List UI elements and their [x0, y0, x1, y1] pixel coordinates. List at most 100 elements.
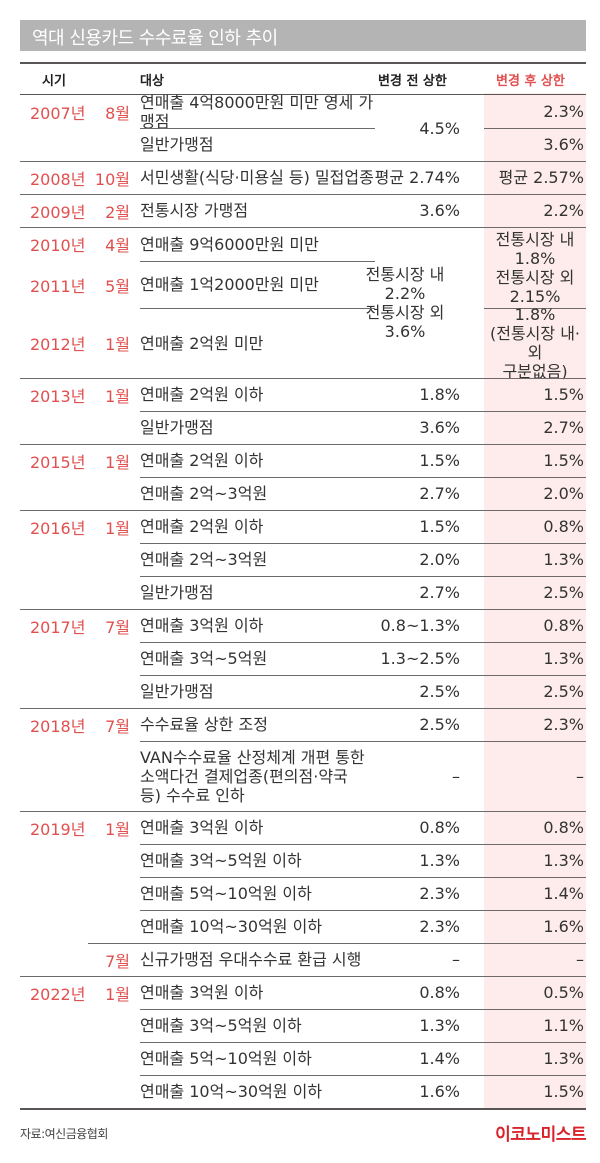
- row-target-text: 연매출 1억2000만원 미만: [140, 275, 319, 294]
- row-before: 1.6%: [360, 1075, 460, 1108]
- row-after-text: 0.8%: [543, 517, 584, 536]
- row-divider: [20, 510, 586, 511]
- row-target-text: 일반가맹점: [140, 418, 214, 437]
- row-year-text: 2013년: [30, 386, 86, 406]
- row-target-text: 연매출 5억~10억원 이하: [140, 884, 312, 903]
- row-before: 2.5%: [360, 675, 460, 708]
- row-target: 연매출 4억8000만원 미만 영세 가맹점: [140, 93, 380, 131]
- row-month-text: 7월: [105, 617, 130, 637]
- row-before-text: 1.8%: [419, 385, 460, 404]
- row-divider: [20, 811, 586, 812]
- row-year: 2007년: [30, 95, 85, 128]
- row-before-text: 3.6%: [419, 201, 460, 220]
- row-before-text: 1.5%: [419, 451, 460, 470]
- row-divider: [140, 576, 586, 577]
- row-divider: [140, 261, 375, 262]
- row-target-text: 연매출 2억원 이하: [140, 385, 264, 404]
- row-target: 연매출 10억~30억원 이하: [140, 910, 380, 943]
- row-divider: [20, 708, 586, 709]
- row-month: 4월: [90, 227, 130, 261]
- row-year-text: 2008년: [30, 169, 86, 189]
- table-body: 2007년 8월 연매출 4억8000만원 미만 영세 가맹점 4.5% 2.3% 일반가…: [20, 93, 586, 1110]
- row-before-text: 0.8%: [419, 983, 460, 1002]
- row-target: VAN수수료율 산정체계 개편 통한 소액다건 결제업종(편의점·약국 등) 수…: [140, 741, 365, 811]
- row-before-text: 1.3%: [419, 851, 460, 870]
- row-after-text: 2.7%: [543, 418, 584, 437]
- row-target: 연매출 2억원 이하: [140, 510, 380, 543]
- row-after: 평균 2.57%: [486, 161, 584, 194]
- row-month-text: 1월: [105, 518, 130, 538]
- row-target-text: 연매출 3억원 이하: [140, 983, 264, 1002]
- page-title: 역대 신용카드 수수료율 인하 추이: [32, 28, 278, 49]
- row-target: 일반가맹점: [140, 411, 380, 444]
- row-after: 1.3%: [486, 642, 584, 675]
- row-target: 연매출 1억2000만원 미만: [140, 261, 380, 308]
- row-before-text: –: [452, 950, 460, 969]
- row-divider: [140, 844, 586, 845]
- row-before: 2.3%: [360, 877, 460, 910]
- row-before: 0.8~1.3%: [360, 609, 461, 642]
- row-year-text: 2015년: [30, 452, 86, 472]
- row-target-text: 연매출 2억원 이하: [140, 517, 264, 536]
- row-after-text: 2.5%: [543, 583, 584, 602]
- row-before-text: 0.8~1.3%: [380, 616, 461, 635]
- row-target-text: 연매출 10억~30억원 이하: [140, 917, 323, 936]
- row-target: 서민생활(식당·미용실 등) 밀접업종: [140, 161, 380, 194]
- row-year-text: 2017년: [30, 617, 86, 637]
- row-before-text: 전통시장 내 2.2% 전통시장 외 3.6%: [365, 264, 445, 341]
- source-note: 자료:여신금융협회: [20, 1127, 108, 1141]
- row-target: 연매출 9억6000만원 미만: [140, 227, 380, 261]
- row-divider: [20, 976, 586, 977]
- row-after-text: 1.4%: [543, 884, 584, 903]
- row-year: 2010년: [30, 227, 85, 261]
- row-after: 0.8%: [486, 811, 584, 844]
- row-after-text: 3.6%: [543, 135, 584, 154]
- row-month-text: 10월: [94, 169, 130, 189]
- row-after-text: 0.8%: [543, 818, 584, 837]
- row-month-text: 1월: [105, 335, 130, 354]
- row-before-text: 2.0%: [419, 550, 460, 569]
- row-target: 일반가맹점: [140, 128, 380, 161]
- row-before: 평균 2.74%: [360, 161, 460, 194]
- row-divider: [20, 161, 586, 162]
- row-year: 2011년: [30, 261, 85, 308]
- row-target-text: 일반가맹점: [140, 682, 214, 701]
- row-after: 2.2%: [486, 194, 584, 227]
- row-after: 3.6%: [486, 128, 584, 161]
- row-after: 1.3%: [486, 543, 584, 576]
- row-after: 전통시장 내 1.8% 전통시장 외 2.15%: [486, 227, 584, 308]
- row-after: 2.5%: [486, 576, 584, 609]
- header-before: 변경 전 상한: [378, 74, 447, 89]
- row-after: 2.5%: [486, 675, 584, 708]
- header-target: 대상: [140, 74, 164, 89]
- row-year-text: 2009년: [30, 202, 86, 222]
- row-target: 연매출 2억원 이하: [140, 444, 380, 477]
- row-target-text: 일반가맹점: [140, 583, 214, 602]
- row-month: 10월: [90, 161, 130, 194]
- row-before: 1.3%: [360, 1009, 460, 1042]
- row-after-text: 0.8%: [543, 616, 584, 635]
- row-target: 연매출 5억~10억원 이하: [140, 877, 380, 910]
- row-after-text: 2.5%: [543, 682, 584, 701]
- row-month-text: 1월: [105, 452, 130, 472]
- row-month: 5월: [90, 261, 130, 308]
- row-before-text: 2.7%: [419, 484, 460, 503]
- row-target: 연매출 5억~10억원 이하: [140, 1042, 380, 1075]
- row-month: 1월: [90, 444, 130, 477]
- fee-table: 시기 대상 변경 전 상한 변경 후 상한 2007년 8월 연매출 4억8000만…: [20, 62, 586, 1110]
- row-before-text: 3.6%: [419, 418, 460, 437]
- row-divider: [140, 675, 586, 676]
- row-after-text: 1.3%: [543, 550, 584, 569]
- row-after: 1.3%: [486, 1042, 584, 1075]
- row-before: 1.5%: [360, 444, 460, 477]
- header-period: 시기: [42, 74, 66, 89]
- row-target-text: 연매출 2억~3억원: [140, 484, 268, 503]
- row-after: 2.3%: [486, 708, 584, 741]
- row-month: 7월: [90, 943, 130, 976]
- row-year: 2009년: [30, 194, 85, 227]
- row-year-text: 2007년: [30, 103, 86, 123]
- row-after-text: 2.0%: [543, 484, 584, 503]
- publisher-logo: 이코노미스트: [495, 1125, 586, 1145]
- row-target: 연매출 10억~30억원 이하: [140, 1075, 380, 1108]
- row-year: 2016년: [30, 510, 85, 543]
